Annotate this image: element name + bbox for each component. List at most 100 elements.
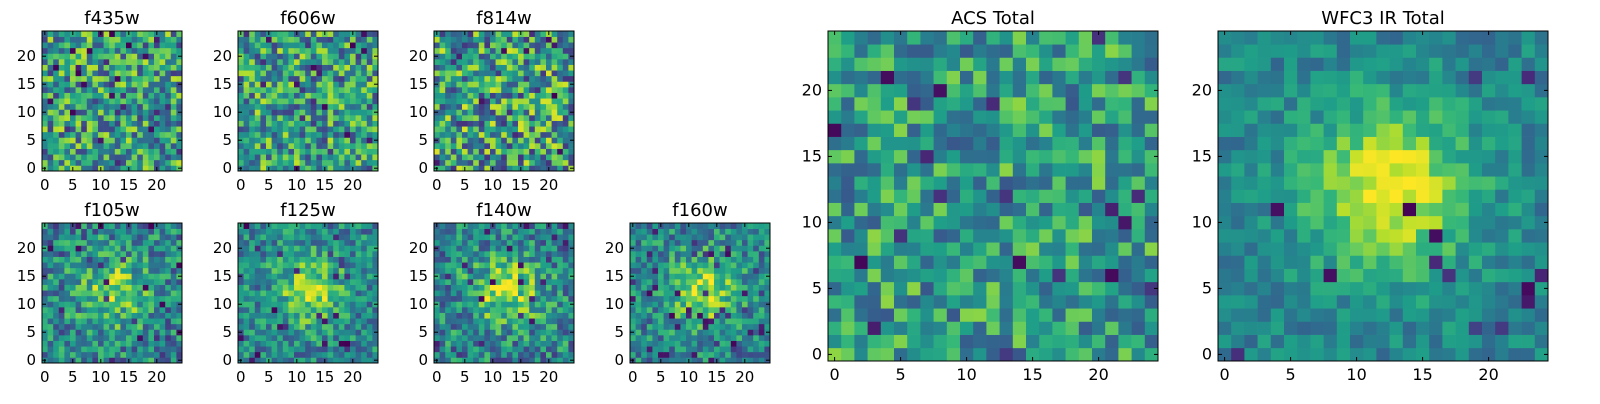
heatmap-cell: [546, 234, 552, 240]
heatmap-cell: [731, 223, 737, 229]
heatmap-cell: [868, 348, 882, 362]
heatmap-cell: [512, 37, 518, 43]
heatmap-cell: [473, 98, 479, 104]
heatmap-cell: [87, 76, 93, 82]
heatmap-cell: [529, 65, 535, 71]
heatmap-cell: [277, 307, 283, 313]
heatmap-cell: [143, 223, 149, 229]
heatmap-cell: [333, 268, 339, 274]
heatmap-cell: [300, 48, 306, 54]
heatmap-cell: [462, 301, 468, 307]
heatmap-cell: [1145, 189, 1159, 203]
heatmap-cell: [652, 273, 658, 279]
heatmap-cell: [496, 132, 502, 138]
heatmap-cell: [535, 154, 541, 160]
heatmap-cell: [540, 37, 546, 43]
heatmap-cell: [288, 70, 294, 76]
heatmap-cell: [339, 357, 345, 363]
heatmap-cell: [934, 242, 948, 256]
heatmap-cell: [440, 313, 446, 319]
heatmap-cell: [1039, 229, 1053, 243]
heatmap-cell: [137, 160, 143, 166]
heatmap-cell: [132, 290, 138, 296]
heatmap-cell: [64, 149, 70, 155]
heatmap-cell: [311, 318, 317, 324]
heatmap-cell: [529, 223, 535, 229]
heatmap-cell: [440, 121, 446, 127]
heatmap-cell: [501, 357, 507, 363]
heatmap-cell: [126, 154, 132, 160]
heatmap-cell: [440, 31, 446, 37]
heatmap-cell: [748, 234, 754, 240]
heatmap-cell: [557, 143, 563, 149]
heatmap-cell: [881, 295, 895, 309]
heatmap-cell: [1000, 308, 1014, 322]
heatmap-cell: [294, 285, 300, 291]
heatmap-cell: [115, 223, 121, 229]
heatmap-cell: [344, 149, 350, 155]
heatmap-cell: [440, 42, 446, 48]
heatmap-cell: [664, 290, 670, 296]
heatmap-cell: [714, 296, 720, 302]
heatmap-cell: [434, 240, 440, 246]
heatmap-cell: [484, 335, 490, 341]
heatmap-cell: [973, 282, 987, 296]
heatmap-cell: [92, 240, 98, 246]
heatmap-cell: [529, 234, 535, 240]
heatmap-cell: [490, 285, 496, 291]
heatmap-cell: [160, 290, 166, 296]
heatmap-cell: [675, 352, 681, 358]
heatmap-cell: [120, 223, 126, 229]
heatmap-cell: [53, 81, 59, 87]
heatmap-cell: [692, 273, 698, 279]
heatmap-cell: [322, 268, 328, 274]
heatmap-cell: [98, 76, 104, 82]
heatmap-cell: [160, 126, 166, 132]
heatmap-cell: [81, 31, 87, 37]
heatmap-cell: [725, 296, 731, 302]
heatmap-cell: [154, 352, 160, 358]
heatmap-cell: [148, 307, 154, 313]
heatmap-cell: [277, 245, 283, 251]
heatmap-cell: [277, 115, 283, 121]
heatmap-cell: [1052, 216, 1066, 230]
heatmap-cell: [731, 268, 737, 274]
heatmap-cell: [70, 301, 76, 307]
heatmap-cell: [451, 262, 457, 268]
heatmap-cell: [137, 313, 143, 319]
heatmap-cell: [658, 341, 664, 347]
heatmap-cell: [143, 76, 149, 82]
heatmap-cell: [484, 48, 490, 54]
heatmap-cell: [697, 268, 703, 274]
heatmap-cell: [473, 257, 479, 263]
heatmap-cell: [675, 335, 681, 341]
heatmap-cell: [568, 160, 574, 166]
heatmap-cell: [305, 313, 311, 319]
heatmap-cell: [244, 240, 250, 246]
heatmap-cell: [764, 296, 770, 302]
heatmap-cell: [1079, 242, 1093, 256]
heatmap-cell: [87, 132, 93, 138]
heatmap-cell: [473, 290, 479, 296]
heatmap-cell: [350, 76, 356, 82]
heatmap-cell: [462, 229, 468, 235]
heatmap-cell: [518, 87, 524, 93]
heatmap-cell: [445, 109, 451, 115]
heatmap-cell: [947, 348, 961, 362]
heatmap-cell: [154, 290, 160, 296]
heatmap-cell: [350, 132, 356, 138]
heatmap-cell: [563, 257, 569, 263]
heatmap-cell: [148, 262, 154, 268]
heatmap-cell: [76, 329, 82, 335]
heatmap-cell: [736, 223, 742, 229]
heatmap-cell: [356, 296, 362, 302]
heatmap-cell: [473, 268, 479, 274]
heatmap-cell: [920, 216, 934, 230]
heatmap-cell: [518, 257, 524, 263]
heatmap-cell: [1079, 321, 1093, 335]
heatmap-cell: [316, 229, 322, 235]
heatmap-cell: [260, 324, 266, 330]
heatmap-cell: [451, 126, 457, 132]
heatmap-cell: [501, 307, 507, 313]
